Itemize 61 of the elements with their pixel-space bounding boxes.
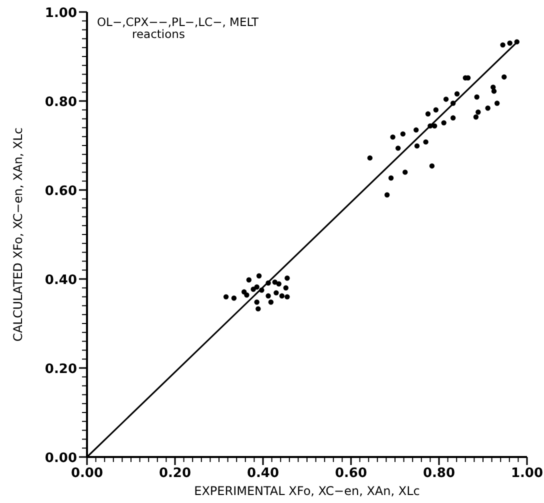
point [254,284,260,290]
point [433,107,439,112]
point [283,285,288,290]
point [390,134,396,140]
point [507,40,512,46]
point [268,300,274,305]
point [432,123,438,129]
point [367,155,373,161]
point [473,114,479,120]
point [491,88,497,94]
point [256,273,262,278]
y-tick-label: 0.80 [44,95,77,110]
point [274,290,279,296]
point [284,276,290,281]
point [223,294,229,300]
point [266,293,271,299]
point [500,42,506,48]
x-axis-title: EXPERIMENTAL XFo, XC−en, XAn, XLc [194,484,420,498]
point [494,100,500,106]
x-tick-label: 1.00 [510,466,544,481]
x-tick-label: 0.80 [422,466,456,481]
point [474,94,480,100]
x-tick-label: 0.60 [334,466,368,481]
point [284,294,290,300]
point [279,293,285,299]
point [384,192,390,198]
y-tick-label: 0.20 [44,362,77,377]
point [429,163,435,169]
y-tick-label: 0.00 [44,451,77,466]
point [454,91,460,96]
point [276,281,282,286]
y-axis-title: CALCULATED XFo, XC−en, XAn, XLc [11,128,25,342]
x-tick-label: 0.00 [70,466,104,481]
point [254,300,260,305]
x-tick-label: 0.40 [246,466,280,481]
point [485,106,490,111]
point [402,170,408,175]
y-tick-label: 0.60 [44,184,77,199]
point [400,131,406,137]
x-tick-label: 0.20 [158,466,192,481]
point [450,115,456,121]
point [414,127,419,133]
point [425,111,431,117]
point [395,146,401,151]
point [272,280,278,285]
y-tick-label: 1.00 [44,6,77,21]
point [246,277,252,282]
y-tick-label: 0.40 [44,273,77,288]
text: OL−,CPX−−,PL−,LC−, MELT reactions [97,15,260,41]
point [256,306,261,312]
point [388,175,394,181]
point [250,286,256,292]
point [514,39,520,44]
point [231,296,237,301]
point [441,120,446,126]
point [443,96,449,102]
point [423,139,428,145]
point [244,292,250,298]
point [502,74,507,80]
point [414,143,420,149]
point [476,110,481,115]
